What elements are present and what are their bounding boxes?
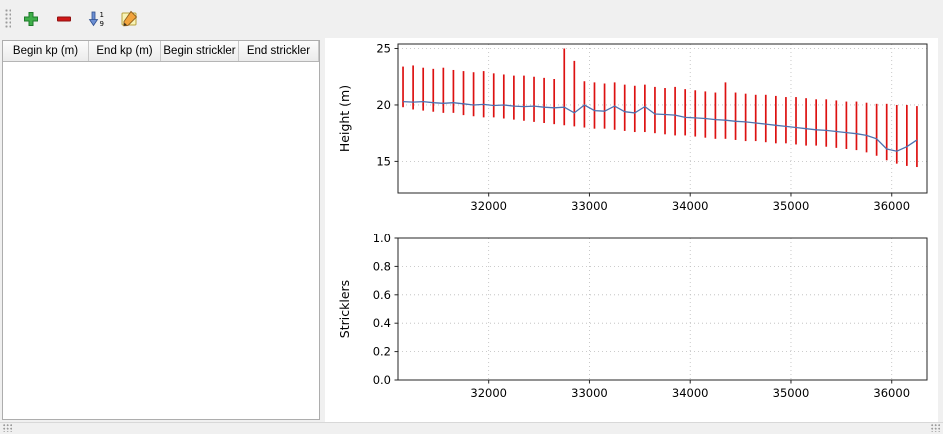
column-header-begin-strickler[interactable]: Begin strickler [161,41,239,61]
svg-text:34000: 34000 [672,199,709,213]
svg-text:Stricklers: Stricklers [337,280,352,338]
table-header-row: Begin kp (m) End kp (m) Begin strickler … [3,41,319,62]
svg-text:15: 15 [376,154,391,168]
toolbar: 1 9 [0,0,943,37]
main-area: Begin kp (m) End kp (m) Begin strickler … [0,38,943,422]
svg-text:0.4: 0.4 [373,316,391,330]
svg-text:20: 20 [376,98,391,112]
svg-text:33000: 33000 [571,386,608,400]
svg-text:9: 9 [99,20,103,28]
sort-rows-button[interactable]: 1 9 [83,5,110,32]
svg-text:34000: 34000 [672,386,709,400]
svg-text:1.0: 1.0 [373,234,391,245]
plus-icon [23,11,38,26]
svg-text:35000: 35000 [773,199,810,213]
svg-text:32000: 32000 [470,199,507,213]
column-header-end-strickler[interactable]: End strickler [239,41,319,61]
column-header-end-kp[interactable]: End kp (m) [89,41,161,61]
svg-text:36000: 36000 [873,386,910,400]
pencil-icon [121,10,137,26]
status-left-grip-icon [3,424,12,432]
column-header-begin-kp[interactable]: Begin kp (m) [3,41,89,61]
svg-text:0.0: 0.0 [373,373,391,387]
stricklers-chart: 32000 33000 34000 35000 36000 0.0 0.2 0.4 0.6 0.8… [325,231,938,422]
resize-grip-icon[interactable] [931,424,940,432]
svg-text:25: 25 [376,42,391,56]
svg-text:Height (m): Height (m) [337,85,352,152]
svg-text:0.8: 0.8 [373,259,391,273]
sort-numeric-icon: 1 9 [88,11,103,28]
svg-text:0.6: 0.6 [373,288,391,302]
table-body-empty[interactable] [3,62,319,419]
svg-text:36000: 36000 [873,199,910,213]
svg-text:1: 1 [99,11,103,19]
add-row-button[interactable] [17,5,44,32]
toolbar-drag-handle[interactable] [5,8,11,29]
svg-text:33000: 33000 [571,199,608,213]
status-bar [0,422,943,434]
height-chart: 32000 33000 34000 35000 36000 15 20 25 Height (m… [325,38,938,234]
remove-row-button[interactable] [50,5,77,32]
edit-row-button[interactable] [116,5,143,32]
charts-panel: 32000 33000 34000 35000 36000 15 20 25 Height (m… [325,38,938,422]
minus-icon [56,16,71,21]
svg-text:35000: 35000 [773,386,810,400]
svg-text:32000: 32000 [470,386,507,400]
segments-table-panel: Begin kp (m) End kp (m) Begin strickler … [2,40,320,420]
svg-text:0.2: 0.2 [373,345,391,359]
